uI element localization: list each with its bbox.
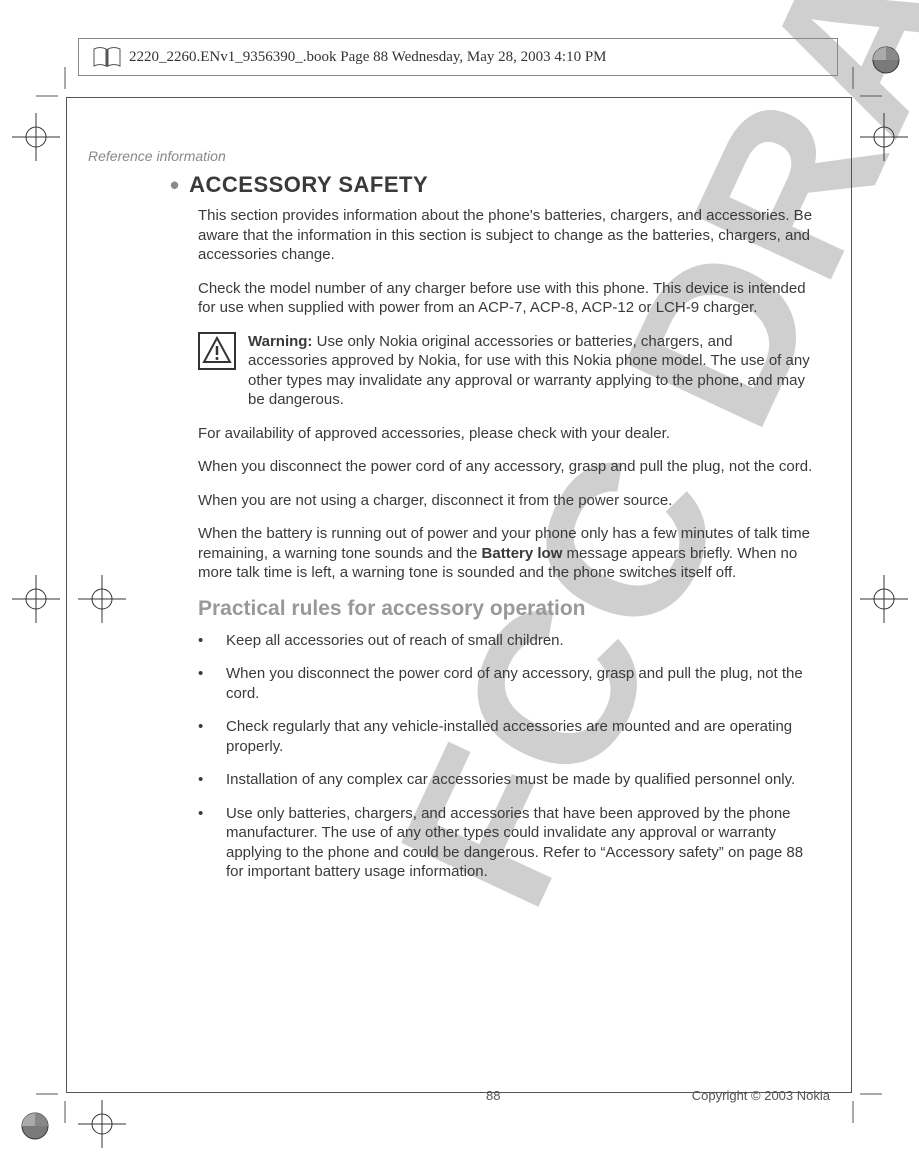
warning-text: Warning: Use only Nokia original accesso… [248,332,813,410]
list-item: • Installation of any complex car accesso… [198,770,813,790]
bullet-icon: • [198,804,208,882]
header-text: 2220_2260.ENv1_9356390_.book Page 88 Wed… [129,49,607,66]
bullet-dot-icon: • [170,172,179,198]
section-heading: • ACCESSORY SAFETY [198,172,813,198]
registration-cross-left [12,575,60,628]
body-content: • ACCESSORY SAFETY This section provides… [198,172,813,896]
warning-body: Use only Nokia original accessories or b… [248,333,810,409]
para-not-using: When you are not using a charger, discon… [198,491,813,511]
intro-para-2: Check the model number of any charger be… [198,279,813,318]
registration-cross-bottom [78,1100,126,1153]
para-availability: For availability of approved accessories… [198,424,813,444]
page: FCC DRAFT 2220_2260.ENv1_9356390_.book P… [0,0,919,1144]
list-item-text: Keep all accessories out of reach of sma… [226,631,564,651]
registration-cross-right [860,575,908,628]
list-item: • Check regularly that any vehicle-instal… [198,717,813,756]
bullet-icon: • [198,664,208,703]
para-disconnect: When you disconnect the power cord of an… [198,457,813,477]
breadcrumb: Reference information [88,148,226,164]
list-item: • Keep all accessories out of reach of sm… [198,631,813,651]
list-item-text: Installation of any complex car accessor… [226,770,795,790]
list-item: • When you disconnect the power cord of a… [198,664,813,703]
registration-mark-bottom-left [19,1110,51,1142]
registration-cross-right-mid [860,113,908,166]
list-item-text: Use only batteries, chargers, and access… [226,804,813,882]
warning-icon [198,332,236,370]
warning-block: Warning: Use only Nokia original accesso… [198,332,813,410]
book-icon [93,46,121,68]
intro-para-1: This section provides information about … [198,206,813,265]
header-box: 2220_2260.ENv1_9356390_.book Page 88 Wed… [78,38,838,76]
bullet-icon: • [198,770,208,790]
bullet-icon: • [198,717,208,756]
battery-low-bold: Battery low [482,545,563,562]
registration-mark-top-right [870,44,902,76]
registration-cross-top-left [12,113,60,166]
bullet-icon: • [198,631,208,651]
list-item: •Use only batteries, chargers, and acces… [198,804,813,882]
list-item-text: Check regularly that any vehicle-install… [226,717,813,756]
copyright-text: Copyright © 2003 Nokia [692,1088,830,1103]
para-battery-low: When the battery is running out of power… [198,524,813,583]
rules-list: • Keep all accessories out of reach of sm… [198,631,813,882]
section-title: ACCESSORY SAFETY [189,172,428,198]
warning-label: Warning: [248,333,312,350]
list-item-text: When you disconnect the power cord of an… [226,664,813,703]
subsection-title: Practical rules for accessory operation [198,597,813,621]
page-number: 88 [486,1088,500,1103]
